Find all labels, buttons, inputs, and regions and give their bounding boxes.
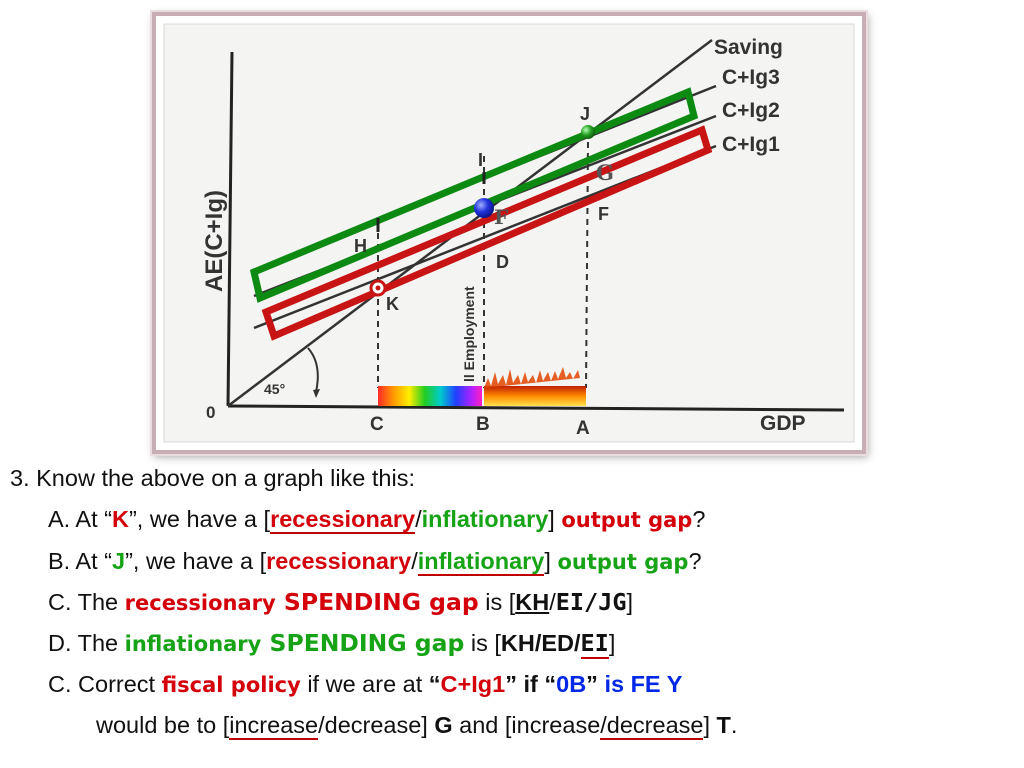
saving-line	[227, 39, 713, 407]
qa-option-recessionary: recessionary	[270, 506, 416, 534]
qc-option-kh: KH	[515, 589, 550, 615]
qd-prefix: D. The	[48, 630, 125, 656]
qe-quote-open: “	[428, 671, 441, 697]
qb-close: ]	[544, 548, 558, 574]
full-employment-label: ll Employment	[461, 286, 477, 382]
qb-option-recessionary: recessionary	[266, 548, 412, 574]
point-j-label: J	[580, 104, 590, 124]
qa-point: K	[112, 506, 129, 532]
qa-term: output gap	[561, 508, 693, 532]
qb-point: J	[112, 548, 126, 574]
x-tick-a: A	[576, 418, 590, 439]
qc-mid: is [	[478, 589, 516, 615]
angle-arc	[307, 347, 319, 393]
point-f-label: F	[598, 204, 609, 224]
point-d-label: D	[496, 252, 509, 272]
red-box	[261, 125, 713, 341]
qc-term2: SPENDING gap	[275, 588, 479, 616]
point-k-marker	[369, 279, 387, 297]
x-tick-c: C	[370, 414, 384, 435]
question-c: C. The recessionary SPENDING gap is [KH/…	[48, 587, 633, 618]
qe-prefix: C. Correct	[48, 671, 162, 697]
point-h-label: H	[354, 236, 367, 256]
point-f-serif-label: F	[494, 205, 508, 229]
a-dashed-line	[585, 141, 589, 389]
qb-term: output gap	[557, 550, 689, 574]
qe-if: if “	[516, 671, 557, 697]
qf-prefix: would be to [	[96, 712, 230, 738]
question-b: B. At “J”, we have a [recessionary/infla…	[48, 546, 702, 577]
qe-term: fiscal policy	[161, 673, 301, 697]
cig1-label: C+Ig1	[722, 133, 780, 156]
qa-slash: /	[415, 506, 422, 532]
question-d: D. The inflationary SPENDING gap is [KH/…	[48, 628, 615, 659]
qe-is-fe: is FE Y	[597, 671, 683, 697]
point-e-dot	[474, 198, 494, 218]
qd-term2: SPENDING gap	[261, 629, 465, 657]
qa-close: ]	[548, 506, 562, 532]
qb-mid: ”, we have a [	[125, 548, 267, 574]
point-k-label: K	[386, 294, 399, 314]
qd-option-kh-ed: KH/ED/	[500, 630, 581, 656]
qf-t: T	[716, 712, 731, 738]
qd-mid: is [	[464, 630, 501, 656]
qb-slash: /	[411, 548, 418, 574]
origin-label: 0	[206, 403, 215, 422]
qf-slash: /decrease]	[318, 712, 435, 738]
qd-option-ei: EI	[580, 629, 609, 659]
qf-option-increase: increase	[229, 712, 319, 740]
question-e: C. Correct fiscal policy if we are at “C…	[48, 669, 682, 700]
qd-end: ]	[608, 630, 616, 656]
angle-label: 45°	[264, 381, 285, 397]
qf-mid: and [increase	[452, 712, 601, 738]
qf-end: .	[730, 712, 738, 738]
qb-option-inflationary: inflationary	[417, 548, 545, 576]
saving-label: Saving	[714, 36, 783, 59]
qc-option-ei-jg: EI/JG	[555, 588, 627, 616]
y-axis-label: AE(C+Ig)	[201, 190, 228, 292]
qc-term1: recessionary	[124, 591, 276, 615]
qb-end: ?	[688, 548, 702, 574]
qa-end: ?	[692, 506, 706, 532]
y-axis	[226, 51, 234, 407]
question-a: A. At “K”, we have a [recessionary/infla…	[48, 504, 705, 535]
qf-g: G	[434, 712, 453, 738]
question-intro: 3. Know the above on a graph like this:	[10, 465, 415, 491]
cig3-label: C+Ig3	[722, 66, 780, 89]
qa-mid: ”, we have a [	[128, 506, 271, 532]
qe-line: C+Ig1	[440, 671, 506, 697]
point-j-dot	[581, 125, 595, 139]
recessionary-gap-bar	[378, 386, 482, 406]
diagram-frame: Saving C+Ig3 C+Ig2 C+Ig1 AE(C+Ig) GDP 0 …	[152, 12, 866, 454]
qc-prefix: C. The	[48, 589, 125, 615]
qd-term1: inflationary	[124, 632, 262, 656]
qe-quote-close-2: ”	[586, 671, 598, 697]
qe-quote-close: ”	[505, 671, 517, 697]
x-axis-label: GDP	[760, 412, 806, 435]
qa-prefix: A. At “	[48, 506, 112, 532]
ae-diagram: Saving C+Ig3 C+Ig2 C+Ig1 AE(C+Ig) GDP 0 …	[163, 23, 855, 443]
qe-mid: if we are at	[300, 671, 429, 697]
x-axis	[227, 404, 845, 412]
qc-slash: /	[549, 589, 556, 615]
qc-end: ]	[626, 589, 634, 615]
qa-option-inflationary: inflationary	[421, 506, 549, 532]
qb-prefix: B. At “	[48, 548, 112, 574]
qf-close: ]	[703, 712, 717, 738]
inflationary-gap-bar	[484, 386, 586, 406]
question-f: would be to [increase/decrease] G and [i…	[96, 710, 737, 740]
qf-option-decrease: /decrease	[600, 712, 704, 740]
qe-zero-b: 0B	[556, 671, 587, 697]
point-g-label: G	[596, 160, 614, 185]
point-i-label: I	[478, 150, 483, 170]
cig2-label: C+Ig2	[722, 99, 780, 122]
green-box	[249, 87, 699, 303]
x-tick-b: B	[476, 414, 490, 435]
